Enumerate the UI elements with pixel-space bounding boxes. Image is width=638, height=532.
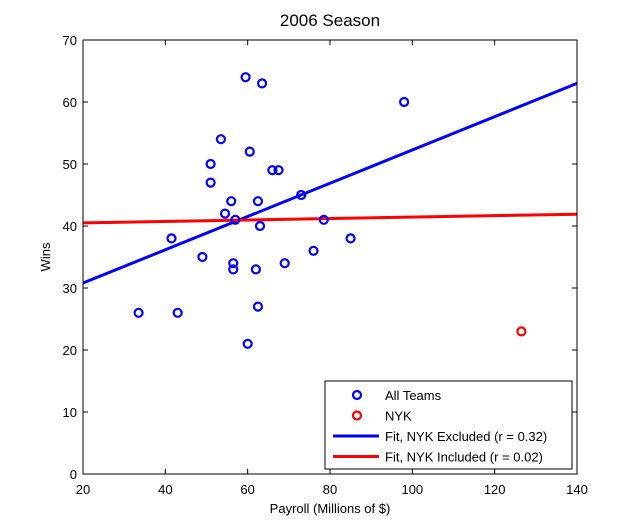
data-point <box>254 220 266 232</box>
x-tick-label: 60 <box>240 482 254 497</box>
chart-title: 2006 Season <box>280 11 380 30</box>
data-point <box>296 189 307 201</box>
x-tick-label: 140 <box>566 482 588 497</box>
data-point <box>242 338 253 349</box>
fit-line-3 <box>82 212 578 225</box>
x-tick-label: 100 <box>401 482 423 497</box>
data-point <box>308 245 319 256</box>
data-point <box>399 96 410 108</box>
x-tick-label: 40 <box>158 482 172 497</box>
legend-marker <box>351 410 363 421</box>
data-point <box>133 307 144 318</box>
x-tick-label: 20 <box>76 482 90 497</box>
x-tick-label: 80 <box>323 482 337 497</box>
y-tick-label: 0 <box>70 467 77 482</box>
x-tick-label: 120 <box>484 482 506 497</box>
data-layer <box>82 72 578 349</box>
data-point <box>267 165 278 176</box>
data-point <box>197 251 208 263</box>
legend-box <box>324 380 573 470</box>
y-tick-label: 20 <box>63 343 77 358</box>
data-point <box>244 146 255 157</box>
y-tick-label: 60 <box>63 95 77 110</box>
data-point <box>318 214 329 225</box>
axes-layer: 20 40 60 80 100 120 140 0 10 20 30 40 50 60 70 <box>63 33 588 497</box>
legend-label: All Teams <box>385 388 442 403</box>
data-point <box>205 158 216 170</box>
legend-marker <box>351 389 363 401</box>
data-point <box>252 196 264 207</box>
legend-label: NYK <box>385 409 412 424</box>
y-tick-label: 50 <box>63 157 77 172</box>
data-point <box>230 214 241 225</box>
legend-label: Fit, NYK Excluded (r = 0.32) <box>385 429 547 444</box>
data-point <box>172 307 183 318</box>
y-tick-label: 10 <box>63 405 77 420</box>
fit-line-2 <box>82 82 578 285</box>
data-point <box>228 264 239 275</box>
y-axis-label: Wins <box>38 242 53 271</box>
data-point <box>345 233 356 244</box>
y-tick-label: 30 <box>63 281 77 296</box>
x-axis-label: Payroll (Millions of $) <box>270 501 391 516</box>
data-point <box>273 165 284 176</box>
legend: All Teams NYK Fit, NYK Excluded (r = 0.32)… <box>324 380 573 470</box>
data-point <box>240 72 251 83</box>
data-point <box>279 258 290 269</box>
y-tick-label: 70 <box>63 33 77 48</box>
legend-label: Fit, NYK Included (r = 0.02) <box>385 450 543 465</box>
data-point <box>219 208 231 219</box>
data-point <box>215 134 227 145</box>
data-point <box>250 264 261 275</box>
data-point <box>252 301 264 312</box>
data-point <box>166 233 177 244</box>
data-point <box>226 196 237 207</box>
data-point <box>205 177 216 188</box>
data-point <box>256 78 268 89</box>
y-tick-label: 40 <box>63 219 77 234</box>
data-point <box>516 326 527 337</box>
data-point <box>228 258 239 269</box>
